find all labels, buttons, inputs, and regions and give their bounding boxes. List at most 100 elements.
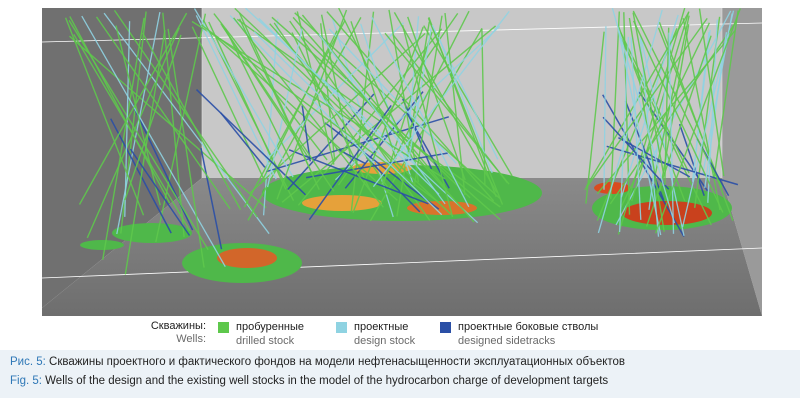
- well-trajectory: [407, 28, 432, 161]
- figure-caption: Рис. 5: Скважины проектного и фактическо…: [0, 350, 800, 398]
- saturation-body: [407, 201, 477, 215]
- saturation-body: [80, 240, 124, 250]
- well-trajectory: [585, 11, 690, 188]
- well-trajectory: [707, 19, 718, 203]
- well-trajectory: [623, 12, 631, 215]
- well-trajectory: [393, 12, 498, 193]
- legend-label-ru: проектные боковые стволы: [458, 321, 599, 333]
- well-trajectory: [658, 21, 734, 221]
- saturation-body: [302, 195, 382, 211]
- design-swatch: [336, 322, 347, 333]
- legend-heading-ru: Скважины:: [150, 320, 206, 332]
- well-trajectory: [611, 8, 676, 224]
- well-trajectory: [335, 147, 366, 165]
- box-edge: [42, 247, 762, 279]
- box-edge: [42, 22, 762, 43]
- well-trajectory: [195, 89, 307, 196]
- well-trajectory: [69, 35, 267, 209]
- well-trajectory: [704, 32, 728, 189]
- well-trajectory: [481, 28, 486, 185]
- well-trajectory: [698, 8, 725, 177]
- well-trajectory: [371, 16, 470, 208]
- well-trajectory: [401, 25, 454, 218]
- well-trajectory: [86, 27, 180, 239]
- well-trajectory: [292, 16, 475, 223]
- well-trajectory: [360, 23, 414, 184]
- sidetrack-swatch: [440, 322, 451, 333]
- well-trajectory: [131, 104, 194, 231]
- well-trajectory: [220, 112, 266, 168]
- well-trajectory: [301, 105, 311, 162]
- well-trajectory: [258, 17, 440, 195]
- well-trajectory: [302, 36, 471, 199]
- caption-en: Fig. 5: Wells of the design and the exis…: [10, 375, 608, 387]
- well-trajectory: [124, 34, 182, 201]
- wells: [64, 8, 741, 275]
- well-trajectory: [141, 32, 242, 210]
- well-trajectory: [668, 32, 675, 234]
- well-trajectory: [103, 12, 270, 235]
- well-trajectory: [602, 116, 670, 190]
- well-trajectory: [691, 30, 711, 182]
- well-trajectory: [234, 8, 452, 216]
- well-trajectory: [195, 15, 277, 180]
- well-trajectory: [95, 16, 231, 210]
- well-trajectory: [630, 37, 642, 220]
- well-trajectory: [617, 25, 686, 202]
- well-trajectory: [585, 31, 605, 204]
- well-trajectory: [664, 27, 670, 186]
- well-trajectory: [407, 16, 466, 181]
- well-trajectory: [619, 22, 711, 209]
- well-trajectory: [597, 9, 663, 234]
- well-trajectory: [281, 25, 497, 203]
- 3d-reservoir-model: [42, 8, 762, 316]
- well-trajectory: [266, 26, 304, 188]
- well-trajectory: [297, 28, 443, 206]
- well-trajectory: [618, 36, 630, 233]
- well-trajectory: [654, 8, 741, 234]
- well-trajectory: [372, 11, 510, 188]
- well-trajectory: [267, 22, 404, 159]
- well-trajectory: [632, 10, 723, 188]
- well-trajectory: [645, 35, 712, 227]
- well-trajectory: [102, 17, 145, 260]
- well-trajectory: [305, 152, 448, 179]
- legend: Скважины: Wells: пробуренные drilled sto…: [0, 318, 800, 350]
- well-trajectory: [294, 12, 501, 199]
- well-trajectory: [113, 10, 258, 218]
- well-trajectory: [291, 32, 372, 192]
- well-trajectory: [318, 33, 446, 205]
- legend-heading-en: Wells:: [176, 333, 206, 345]
- caption-en-label: Fig. 5:: [10, 375, 42, 387]
- well-trajectory: [618, 137, 691, 178]
- legend-label-ru: проектные: [354, 321, 409, 333]
- legend-label-en: design stock: [354, 335, 416, 347]
- well-trajectory: [584, 17, 708, 191]
- well-trajectory: [631, 11, 690, 202]
- well-trajectory: [193, 8, 294, 178]
- well-trajectory: [253, 31, 443, 216]
- well-trajectory: [78, 12, 188, 205]
- saturation-body: [217, 248, 277, 268]
- well-trajectory: [69, 16, 171, 204]
- well-trajectory: [200, 148, 223, 250]
- saturation-body: [112, 223, 192, 243]
- well-trajectory: [639, 35, 685, 237]
- well-trajectory: [617, 29, 662, 236]
- well-trajectory: [243, 20, 346, 208]
- well-trajectory: [334, 25, 501, 181]
- well-trajectory: [338, 8, 417, 165]
- well-trajectory: [320, 23, 336, 160]
- well-trajectory: [350, 11, 375, 212]
- drilled-swatch: [218, 322, 229, 333]
- legend-label-en: designed sidetracks: [458, 335, 556, 347]
- well-trajectory: [167, 28, 205, 268]
- legend-label-ru: пробуренные: [236, 321, 305, 333]
- caption-ru-text: Скважины проектного и фактического фондо…: [45, 356, 626, 368]
- caption-ru: Рис. 5: Скважины проектного и фактическо…: [10, 356, 625, 368]
- well-trajectory: [632, 12, 665, 174]
- well-trajectory: [124, 29, 166, 275]
- well-trajectory: [350, 21, 397, 160]
- well-trajectory: [365, 156, 421, 213]
